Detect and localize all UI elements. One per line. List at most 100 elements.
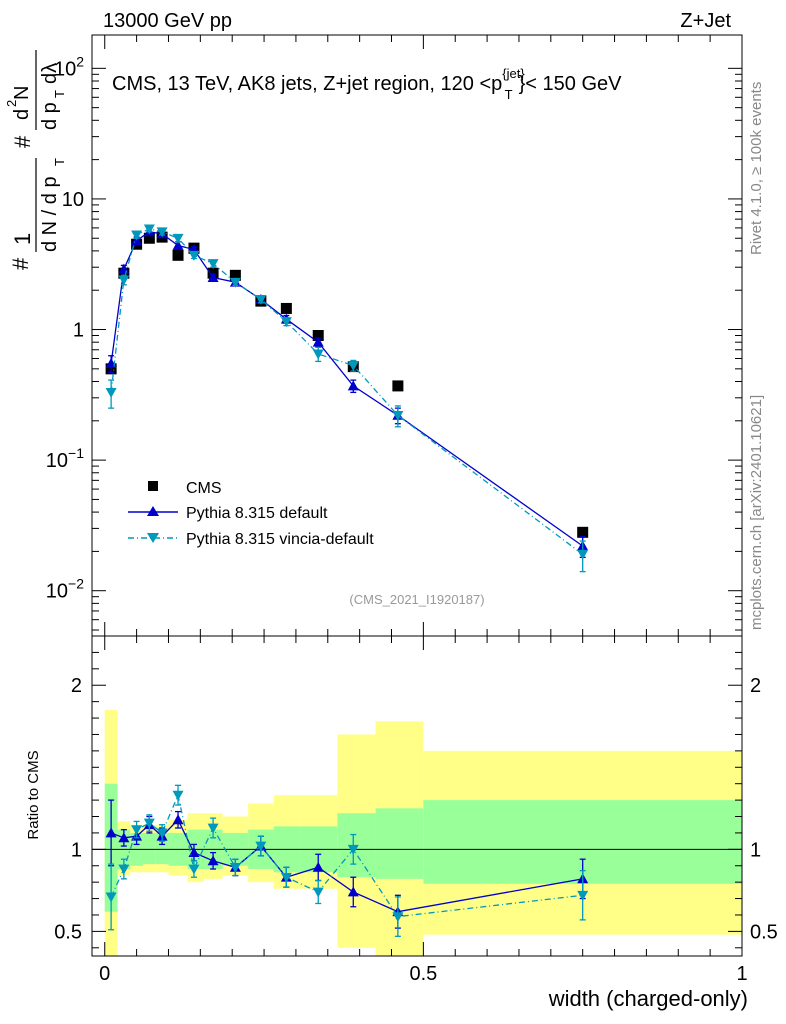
ratio-pythia_default-point (105, 827, 117, 838)
energy-label: 13000 GeV pp (103, 10, 232, 32)
ratio-pythia_vincia-point (156, 828, 168, 839)
ylabel-dpt: d p (39, 102, 61, 130)
legend-default-marker (147, 506, 159, 516)
pythia_default-point (172, 239, 184, 250)
legend-default-label: Pythia 8.315 default (186, 505, 328, 522)
ratio-pythia_vincia-point (577, 890, 589, 901)
band-inner (375, 808, 424, 879)
ratio-pythia_vincia-point (207, 823, 219, 834)
ratio-pythia_default-point (347, 886, 359, 897)
cms-point (312, 330, 324, 341)
pythia_vincia-point (347, 361, 359, 372)
pythia_default-point (347, 380, 359, 391)
ratio-pythia_vincia-point (312, 887, 324, 898)
pythia_default-point (312, 336, 324, 347)
pythia_default-point (207, 272, 219, 282)
ratio-pythia_vincia-point (280, 872, 292, 883)
ylabel-two: 2 (4, 100, 19, 107)
pythia_vincia-point (188, 250, 200, 261)
title-part-range: }< 150 GeV (519, 73, 623, 95)
x-tick-label: 1 (736, 963, 747, 985)
analysis-id: (CMS_2021_I1920187) (349, 592, 484, 607)
ratio-pythia_vincia-point (255, 841, 267, 852)
legend-cms-marker (148, 481, 158, 491)
band-inner (155, 832, 169, 865)
ylabel-dlambda: dλ (39, 63, 61, 84)
pythia_vincia-point (280, 317, 292, 328)
ratio-y-tick-label-left: 0.5 (54, 921, 82, 943)
ratio-y-tick-label-left: 2 (71, 675, 82, 697)
cms-point (577, 526, 589, 538)
pythia_vincia-point (131, 230, 143, 241)
main-y-tick-label: 10 (62, 189, 84, 211)
pythia_vincia-point (172, 233, 184, 244)
ratio-pythia_default-point (207, 855, 219, 866)
ylabel-T1: T (52, 158, 67, 166)
ratio-ylabel: Ratio to CMS (25, 750, 42, 839)
main-data-marks (105, 224, 589, 573)
ratio-pythia_vincia-point (118, 864, 130, 875)
source-label: mcplots.cern.ch [arXiv:2401.10621] (748, 395, 765, 630)
ratio-y-tick-label-right: 1 (750, 839, 761, 861)
x-axis-label: width (charged-only) (548, 986, 748, 1011)
pythia_vincia-point (143, 224, 155, 235)
pythia_default-line (110, 231, 584, 547)
main-y-tick-label: 10−1 (46, 445, 84, 472)
pythia_vincia-point (312, 349, 324, 360)
main-panel: 10−2 10−1 1 10 102 (46, 34, 743, 637)
title-part-main: CMS, 13 TeV, AK8 jets, Z+jet region, 120… (112, 73, 502, 95)
main-y-tick-label: 10−2 (46, 576, 84, 603)
main-ylabel: # 1 d N / d p T # d 2 N d p T dλ (4, 50, 67, 270)
ratio-pythia_vincia-point (131, 825, 143, 836)
ylabel-one: 1 (10, 233, 35, 245)
ratio-frame (91, 635, 743, 957)
cms-point (229, 269, 241, 281)
main-y-tick-label: 1 (73, 320, 84, 342)
ratio-pythia_default-point (172, 814, 184, 825)
cms-point (280, 302, 292, 314)
ylabel-hash-1: # (8, 257, 33, 270)
ratio-pythia_default-point (312, 861, 324, 872)
pythia_vincia-point (229, 277, 241, 288)
pythia_vincia-point (207, 259, 219, 270)
ratio-y-tick-label-right: 2 (750, 675, 761, 697)
title-part-T: T (505, 87, 513, 102)
legend-vincia-label: Pythia 8.315 vincia-default (186, 531, 374, 548)
pythia_vincia-line (110, 228, 584, 555)
ratio-pythia_vincia-point (105, 892, 117, 903)
ylabel-T2: T (52, 90, 67, 98)
ylabel-dndpt: d N / d p (39, 176, 61, 252)
ratio-pythia_vincia-point (143, 818, 155, 829)
ratio-pythia_vincia-point (347, 844, 359, 855)
legend: CMS Pythia 8.315 default Pythia 8.315 vi… (128, 480, 374, 548)
pythia_vincia-point (156, 227, 168, 238)
pythia_vincia-point (577, 549, 589, 560)
x-tick-label: 0.5 (409, 963, 437, 985)
title-part-jet: {jet} (502, 66, 525, 81)
pythia_vincia-point (105, 388, 117, 398)
pythia_vincia-point (255, 295, 267, 305)
legend-cms-label: CMS (186, 480, 222, 497)
ratio-panel: 0.5 0.51 12 20 0.5 1 (54, 635, 778, 985)
x-tick-label: 0 (99, 963, 110, 985)
ylabel-d: d (11, 109, 33, 120)
rivet-label: Rivet 4.1.0, ≥ 100k events (748, 82, 765, 255)
ratio-pythia_vincia-point (172, 790, 184, 801)
ratio-pythia_vincia-point (188, 864, 200, 875)
cms-point (143, 232, 155, 244)
ylabel-N: N (11, 86, 33, 100)
legend-vincia-marker (147, 533, 159, 543)
cms-point (172, 249, 184, 261)
band-inner (142, 832, 156, 865)
pythia_vincia-point (392, 410, 404, 421)
ratio-data-marks (105, 784, 589, 937)
pythia_vincia-point (118, 275, 130, 286)
ratio-bands (104, 709, 742, 956)
process-label: Z+Jet (680, 10, 731, 32)
cms-point (392, 380, 404, 392)
main-y-tick-label: 102 (54, 53, 84, 80)
ratio-y-tick-label-left: 1 (71, 839, 82, 861)
ratio-y-tick-label-right: 0.5 (750, 921, 778, 943)
ratio-pythia_vincia-point (229, 862, 241, 873)
